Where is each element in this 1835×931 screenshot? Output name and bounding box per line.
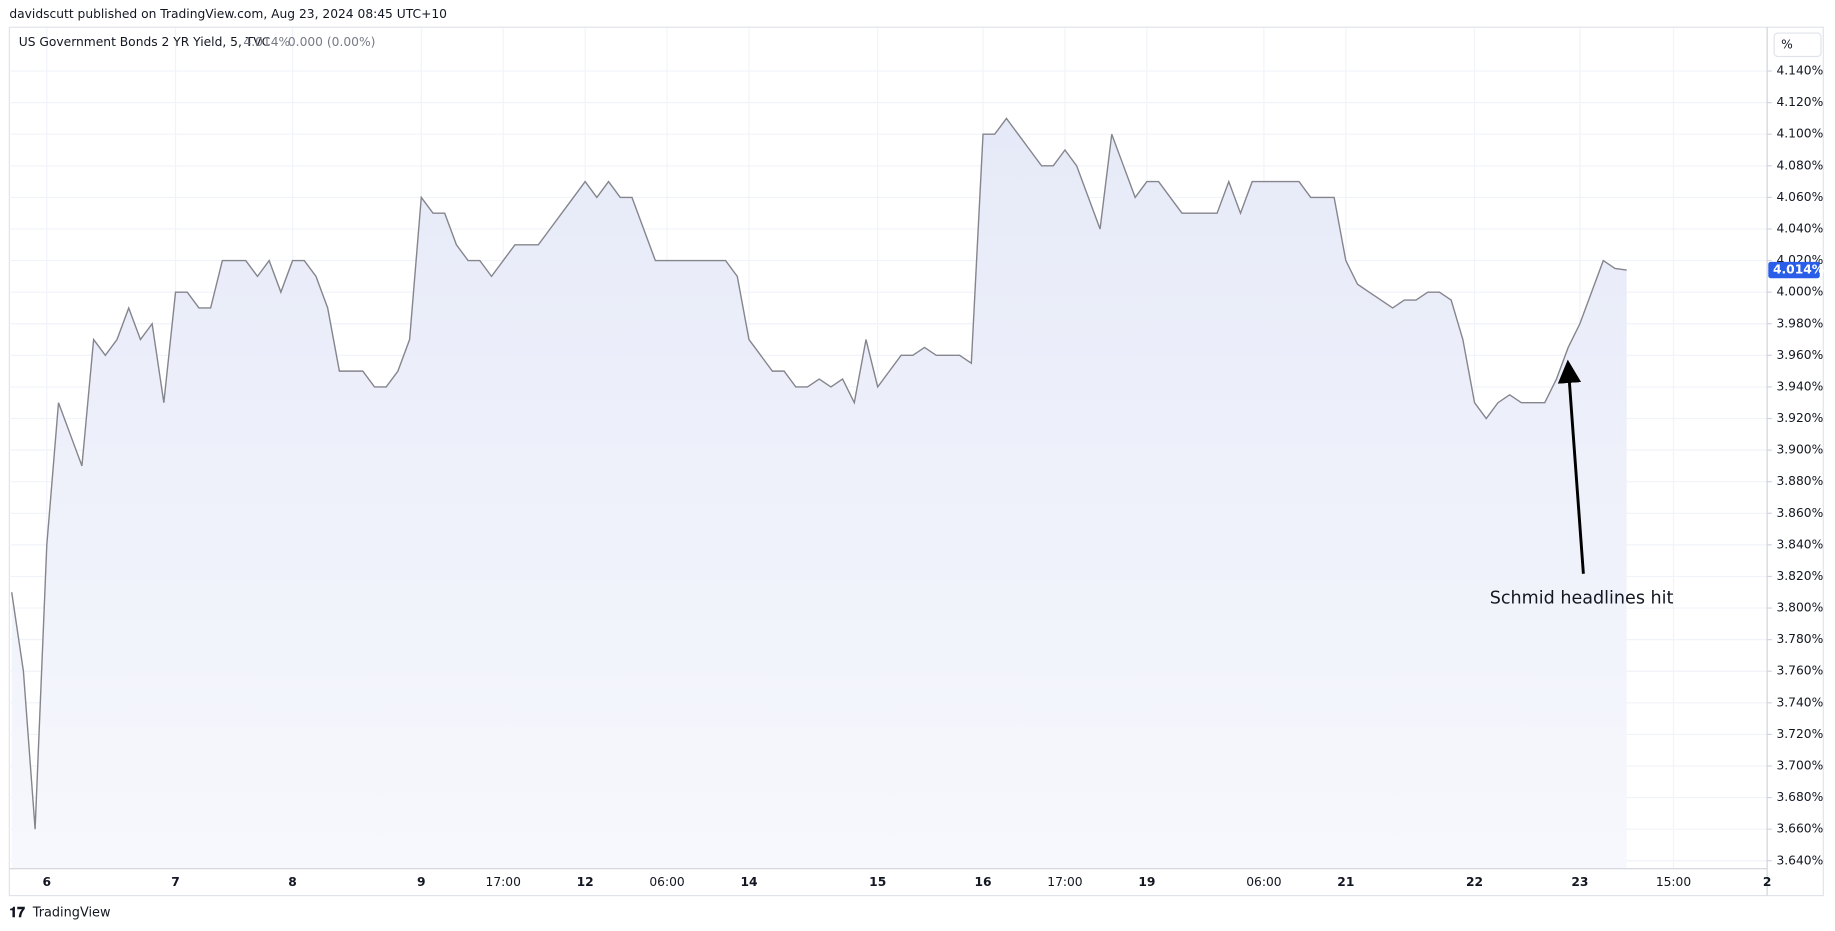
x-tick-label: 7: [171, 875, 180, 889]
x-tick-label: 06:00: [649, 875, 684, 889]
x-tick-label: 21: [1337, 875, 1354, 889]
legend-price: 4.014%: [243, 35, 290, 49]
area: [11, 118, 1627, 869]
footer-brand: TradingView: [32, 906, 111, 921]
x-tick-label: 15:00: [1656, 875, 1691, 889]
logo-mark: 𝟏𝟕: [9, 905, 25, 921]
y-tick-label: 3.920%: [1776, 411, 1823, 425]
x-tick-label: 22: [1466, 875, 1483, 889]
series-name: US Government Bonds 2 YR Yield, 5, TVC: [19, 35, 271, 49]
y-tick-label: 4.120%: [1776, 95, 1823, 109]
y-tick-label: 4.060%: [1776, 190, 1823, 204]
y-tick-label: 3.820%: [1776, 569, 1823, 583]
y-tick-label: 3.980%: [1776, 316, 1823, 330]
y-tick-label: 4.000%: [1776, 285, 1823, 299]
unit-button[interactable]: [1773, 32, 1822, 58]
x-tick-label: 6: [43, 875, 52, 889]
unit-button-label[interactable]: %: [1781, 37, 1793, 51]
y-tick-label: 4.040%: [1776, 221, 1823, 235]
y-tick-label: 3.640%: [1776, 853, 1823, 867]
x-tick-label: 19: [1138, 875, 1155, 889]
legend-change: 0.000 (0.00%): [288, 35, 376, 49]
x-tick-label: 12: [577, 875, 594, 889]
price-tag: [1768, 261, 1820, 279]
y-tick-label: 3.840%: [1776, 537, 1823, 551]
y-tick-label: 3.660%: [1776, 822, 1823, 836]
y-tick-label: 3.880%: [1776, 474, 1823, 488]
x-tick-label: 23: [1571, 875, 1588, 889]
x-tick-label: 8: [288, 875, 297, 889]
y-tick-label: 3.720%: [1776, 727, 1823, 741]
x-tick-label: 17:00: [1047, 875, 1082, 889]
y-tick-label: 3.940%: [1776, 379, 1823, 393]
x-tick-label: 15: [869, 875, 886, 889]
y-tick-label: 4.140%: [1776, 64, 1823, 78]
x-tick-label: 17:00: [486, 875, 521, 889]
annotation: Schmid headlines hit: [1490, 588, 1674, 608]
x-tick-label: 2: [1763, 875, 1772, 889]
y-tick-label: 4.080%: [1776, 158, 1823, 172]
y-tick-label: 3.680%: [1776, 790, 1823, 804]
y-tick-label: 3.960%: [1776, 348, 1823, 362]
y-tick-label: 3.900%: [1776, 443, 1823, 457]
annotation-arrow: [1557, 359, 1585, 574]
y-tick-label: 3.700%: [1776, 758, 1823, 772]
x-tick-label: 9: [417, 875, 426, 889]
price-tag-label: 4.014%: [1773, 263, 1824, 277]
y-tick-label: 3.740%: [1776, 695, 1823, 709]
y-tick-label: 4.100%: [1776, 127, 1823, 141]
y-tick-label: 3.780%: [1776, 632, 1823, 646]
x-tick-label: 14: [740, 875, 757, 889]
line: [11, 117, 1627, 830]
y-tick-label: 3.800%: [1776, 601, 1823, 615]
x-tick-label: 06:00: [1246, 875, 1281, 889]
published-note: davidscutt published on TradingView.com,…: [9, 7, 447, 21]
y-tick-label: 3.860%: [1776, 506, 1823, 520]
y-tick-label: 3.760%: [1776, 664, 1823, 678]
x-tick-label: 16: [974, 875, 991, 889]
chart-frame: [8, 26, 1824, 897]
